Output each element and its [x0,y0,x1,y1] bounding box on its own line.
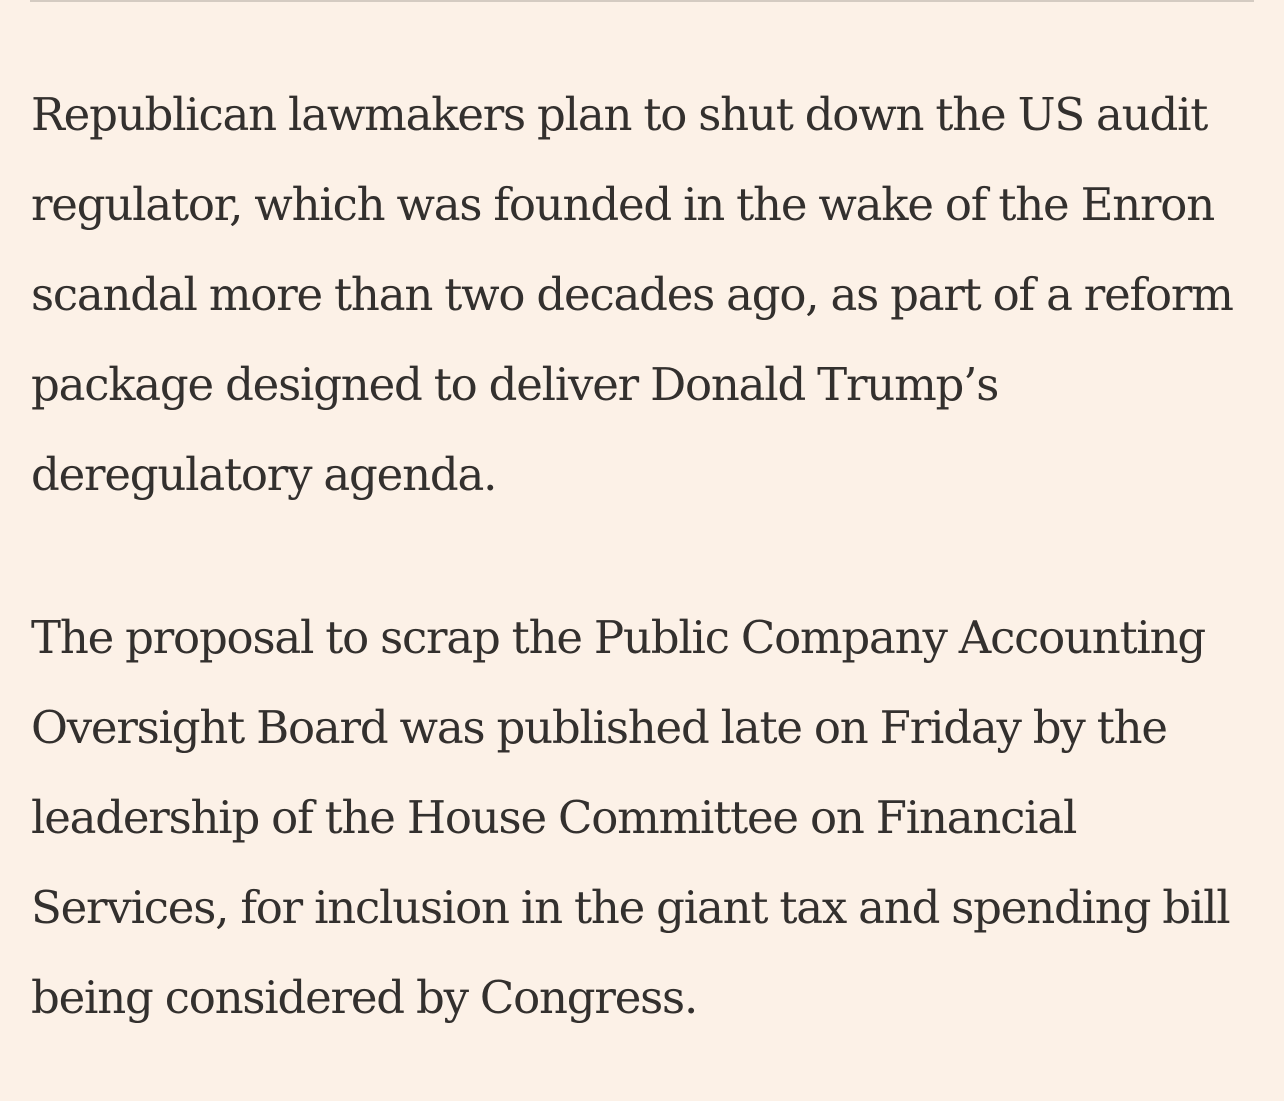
top-divider [30,0,1254,2]
article-body: Republican lawmakers plan to shut down t… [31,70,1255,1043]
article-paragraph-1: Republican lawmakers plan to shut down t… [31,88,1234,501]
article-paragraph-2: The proposal to scrap the Public Company… [31,611,1231,1024]
